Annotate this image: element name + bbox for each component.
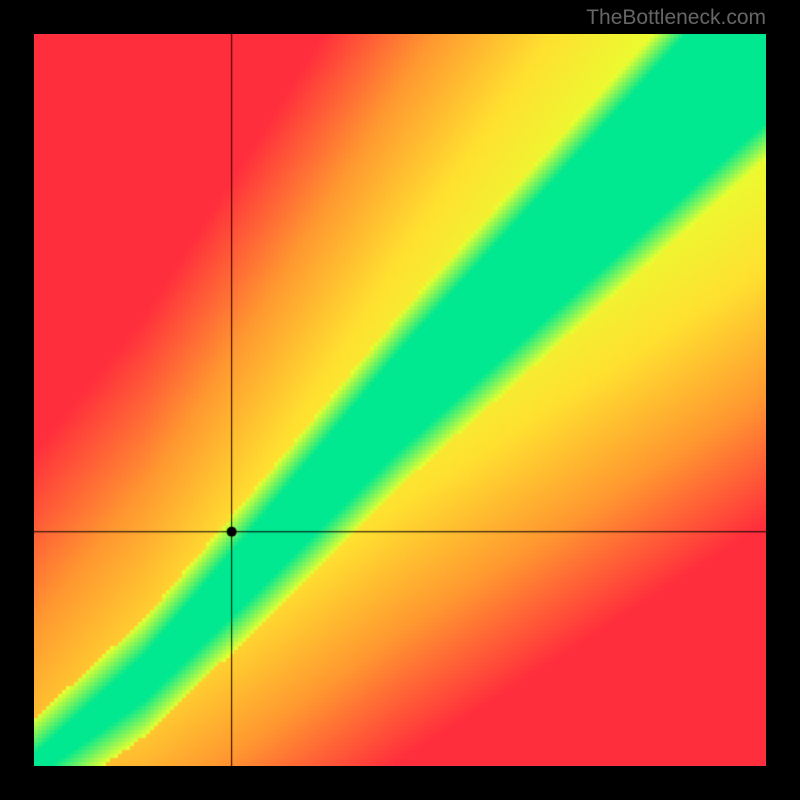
watermark-text: TheBottleneck.com	[586, 6, 766, 30]
bottleneck-heatmap	[34, 34, 766, 766]
heatmap-canvas	[34, 34, 766, 766]
